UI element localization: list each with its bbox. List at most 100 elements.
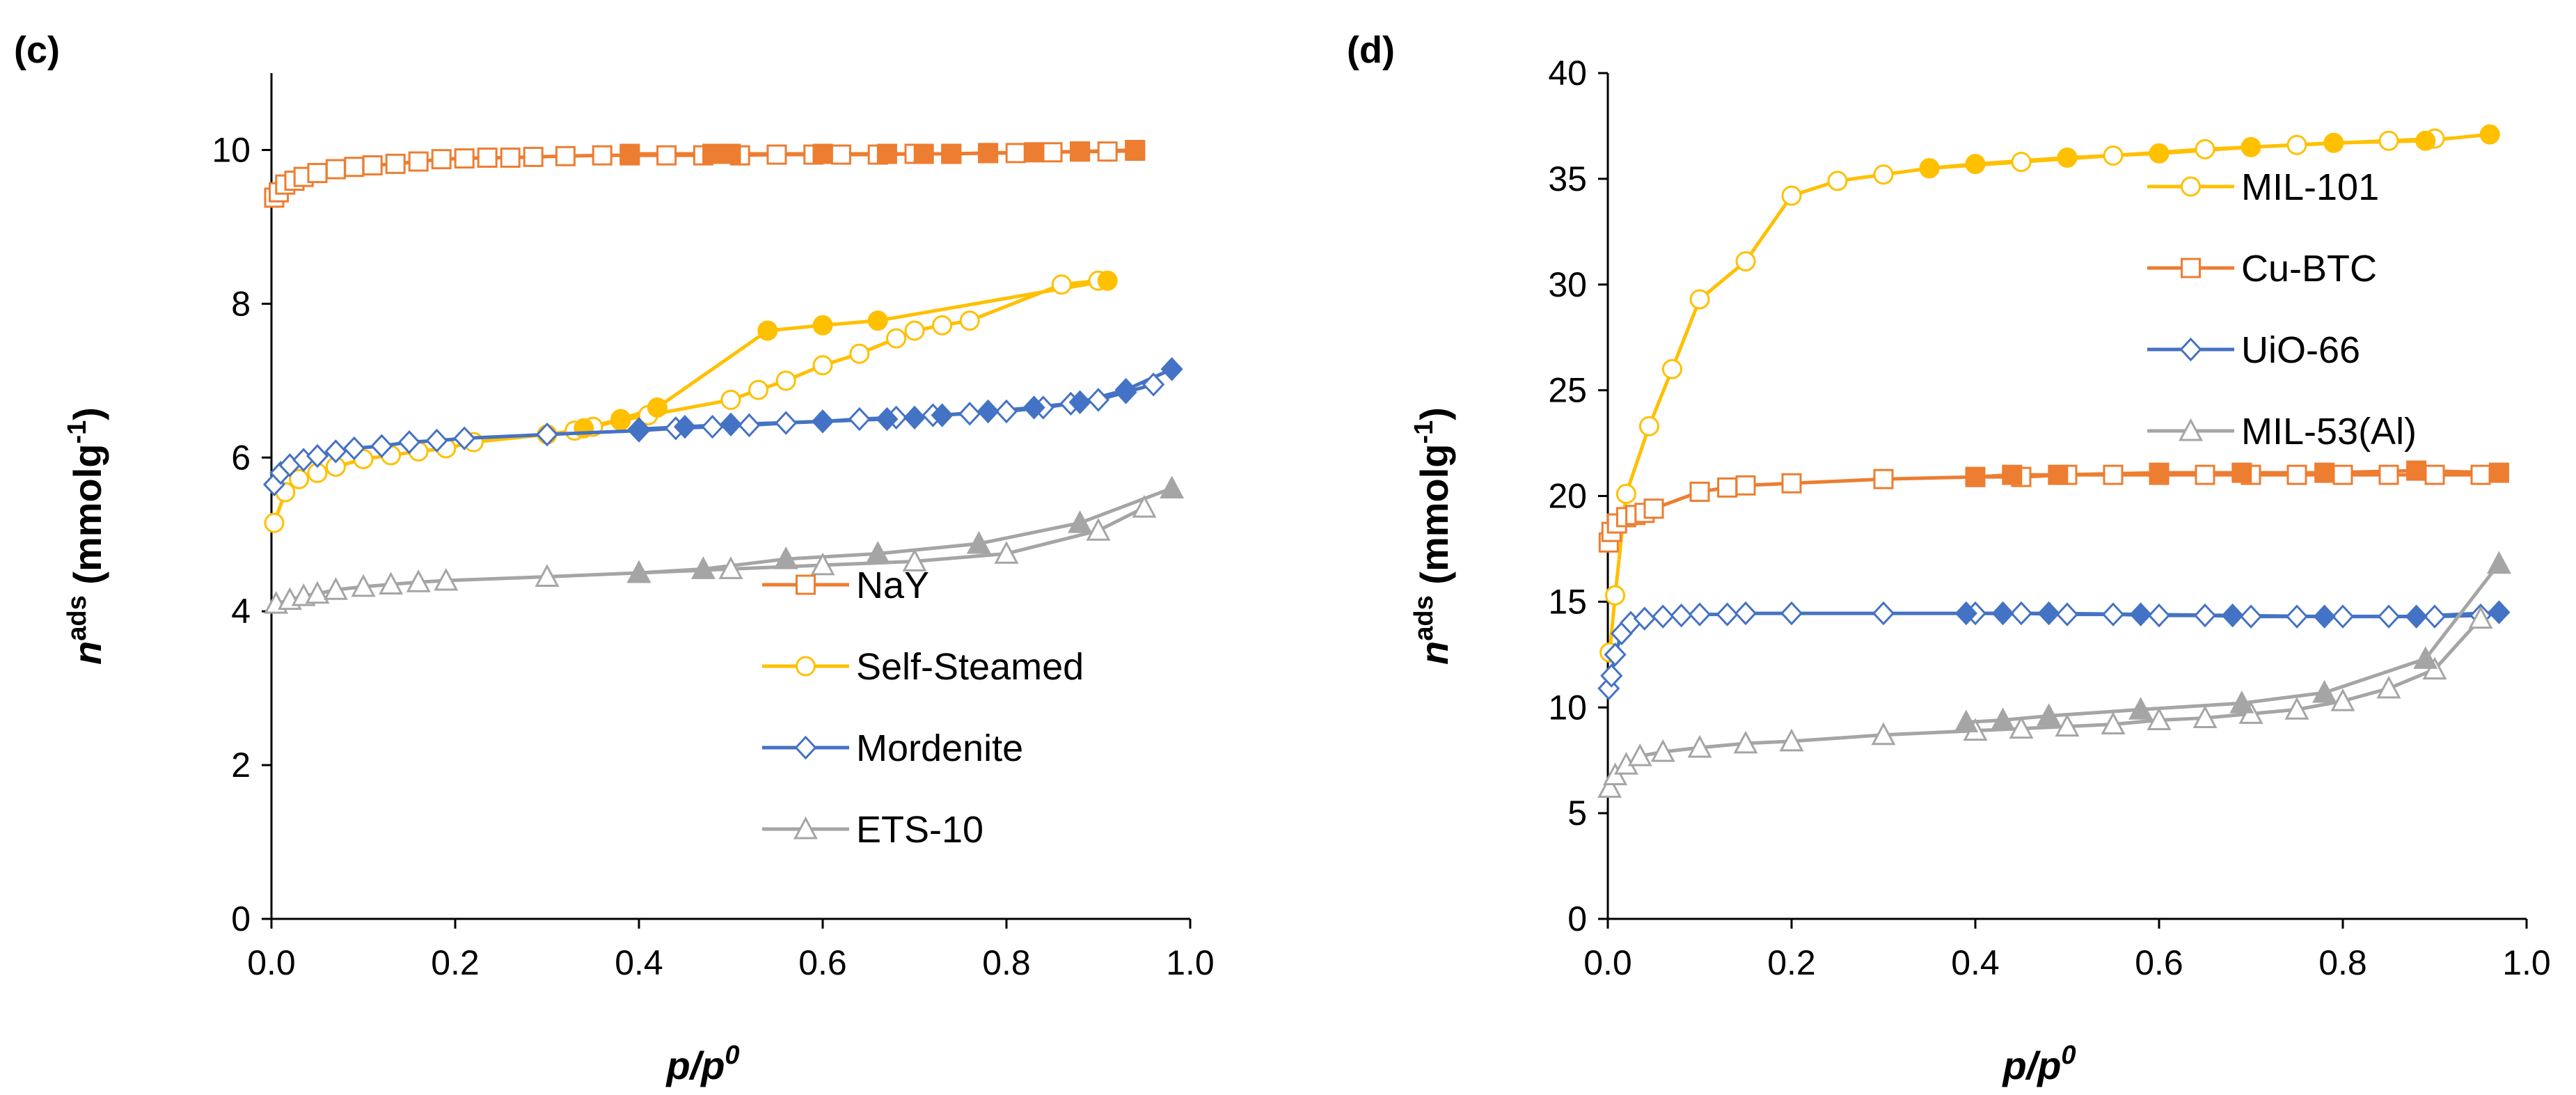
adsorption-point — [995, 399, 1018, 424]
chart-panel-d: (d) 0 5 10 15 20 25 30 35 40 0.0 0.2 0.4 0.6 0.8 1.0 p… — [1347, 29, 2551, 1087]
desorption-point — [966, 530, 991, 554]
adsorption-point — [738, 413, 761, 438]
adsorption-point — [2470, 464, 2491, 485]
adsorption-point — [2101, 711, 2126, 735]
desorption-point — [1991, 707, 2016, 730]
y-tick-label: 40 — [1548, 54, 1587, 93]
panel-label-d: (d) — [1347, 29, 1395, 71]
desorption-point — [2314, 462, 2335, 483]
adsorption-point — [902, 549, 927, 572]
desorption-point — [1954, 709, 1979, 733]
adsorption-point — [1051, 274, 1072, 295]
adsorption-line-mil-101 — [1608, 136, 2435, 653]
desorption-point — [941, 143, 962, 164]
adsorption-point — [2195, 464, 2215, 485]
desorption-point — [690, 556, 716, 579]
desorption-point — [2221, 603, 2244, 628]
adsorption-point — [2192, 705, 2218, 728]
x-axis-label-sup-d: 0 — [2061, 1041, 2076, 1070]
legend-label-mil-53-al: MIL-53(Al) — [2241, 411, 2417, 452]
x-tick-label: 0.0 — [247, 943, 296, 982]
adsorption-point — [1638, 416, 1659, 436]
x-tick-label: 0.4 — [615, 943, 663, 982]
y-axis-label-close-d: ) — [1412, 407, 1456, 420]
adsorption-point — [2378, 130, 2399, 151]
y-axis-label-n-d: n — [1412, 641, 1456, 665]
adsorption-point — [1597, 775, 1622, 798]
adsorption-point — [2011, 152, 2032, 173]
adsorption-point — [1086, 518, 1111, 541]
adsorption-point — [775, 370, 796, 391]
x-tick-label: 1.0 — [2502, 943, 2551, 982]
desorption-point — [1965, 154, 1986, 175]
x-tick-label: 0.2 — [1767, 943, 1816, 982]
adsorption-point — [830, 144, 851, 165]
desorption-point — [913, 143, 934, 164]
adsorption-point — [1605, 585, 1626, 606]
adsorption-point — [1005, 143, 1026, 164]
x-axis-label-main-d: p/p — [2001, 1043, 2061, 1087]
desorption-point — [2048, 464, 2069, 485]
y-axis-label-c: nads (mmolg-1) — [63, 407, 109, 665]
adsorption-point — [370, 434, 393, 458]
adsorption-point — [1670, 603, 1693, 628]
adsorption-point — [1687, 734, 1712, 758]
adsorption-point — [1615, 483, 1636, 504]
legend-marker-uio-66 — [2179, 337, 2202, 362]
x-tick-label: 0.8 — [2318, 943, 2367, 982]
adsorption-point — [2009, 601, 2033, 626]
desorption-point — [702, 143, 723, 164]
desorption-point — [865, 541, 890, 564]
desorption-point — [2488, 600, 2511, 624]
desorption-point — [2057, 148, 2078, 168]
adsorption-point — [1779, 728, 1804, 752]
y-tick-label: 30 — [1548, 265, 1587, 304]
adsorption-point — [1132, 494, 1157, 518]
adsorption-point — [592, 145, 613, 166]
adsorption-point — [535, 422, 559, 447]
plot-area-d: 0 5 10 15 20 25 30 35 40 0.0 0.2 0.4 0.6 0.8 1.0 — [1548, 54, 2550, 982]
adsorption-point — [718, 556, 743, 579]
desorption-point — [610, 409, 631, 430]
desorption-point — [2229, 690, 2254, 714]
desorption-point — [812, 315, 833, 336]
adsorption-point — [848, 407, 871, 432]
desorption-point — [977, 399, 999, 424]
desorption-point — [2406, 460, 2427, 481]
desorption-point — [773, 546, 798, 569]
y-tick-label: 4 — [231, 592, 251, 631]
desorption-point — [647, 397, 667, 418]
desorption-point — [2413, 646, 2438, 669]
y-axis-label-ads-d: ads — [1409, 595, 1439, 640]
adsorption-point — [362, 155, 383, 176]
y-tick-label: 6 — [231, 438, 251, 477]
y-axis-label-d: nads (mmolg-1) — [1409, 407, 1456, 665]
desorption-point — [1097, 270, 1118, 291]
desorption-point — [876, 407, 899, 432]
adsorption-point — [766, 144, 787, 165]
legend-label-cu-btc: Cu-BTC — [2241, 248, 2377, 290]
adsorption-point — [1689, 481, 1710, 502]
adsorption-point — [2103, 145, 2124, 166]
y-tick-label: 10 — [212, 130, 251, 169]
adsorption-point — [748, 379, 769, 400]
adsorption-point — [2103, 464, 2124, 485]
adsorption-point — [2055, 714, 2080, 737]
desorption-point — [1919, 158, 1940, 179]
y-tick-label: 5 — [1567, 794, 1587, 833]
adsorption-point — [408, 151, 429, 172]
adsorption-point — [2468, 606, 2493, 629]
desorption-point — [2488, 462, 2509, 483]
adsorption-point — [2239, 604, 2263, 629]
desorption-point — [812, 143, 833, 164]
adsorption-point — [535, 564, 560, 587]
desorption-point — [2037, 703, 2062, 726]
adsorption-point — [1734, 601, 1757, 626]
adsorption-point — [425, 428, 448, 453]
y-axis-label-unit-c: (mmolg — [65, 443, 109, 595]
desorption-point — [757, 320, 778, 341]
adsorption-point — [959, 310, 980, 331]
adsorption-point — [1600, 663, 1623, 688]
adsorption-point — [1733, 730, 1758, 754]
